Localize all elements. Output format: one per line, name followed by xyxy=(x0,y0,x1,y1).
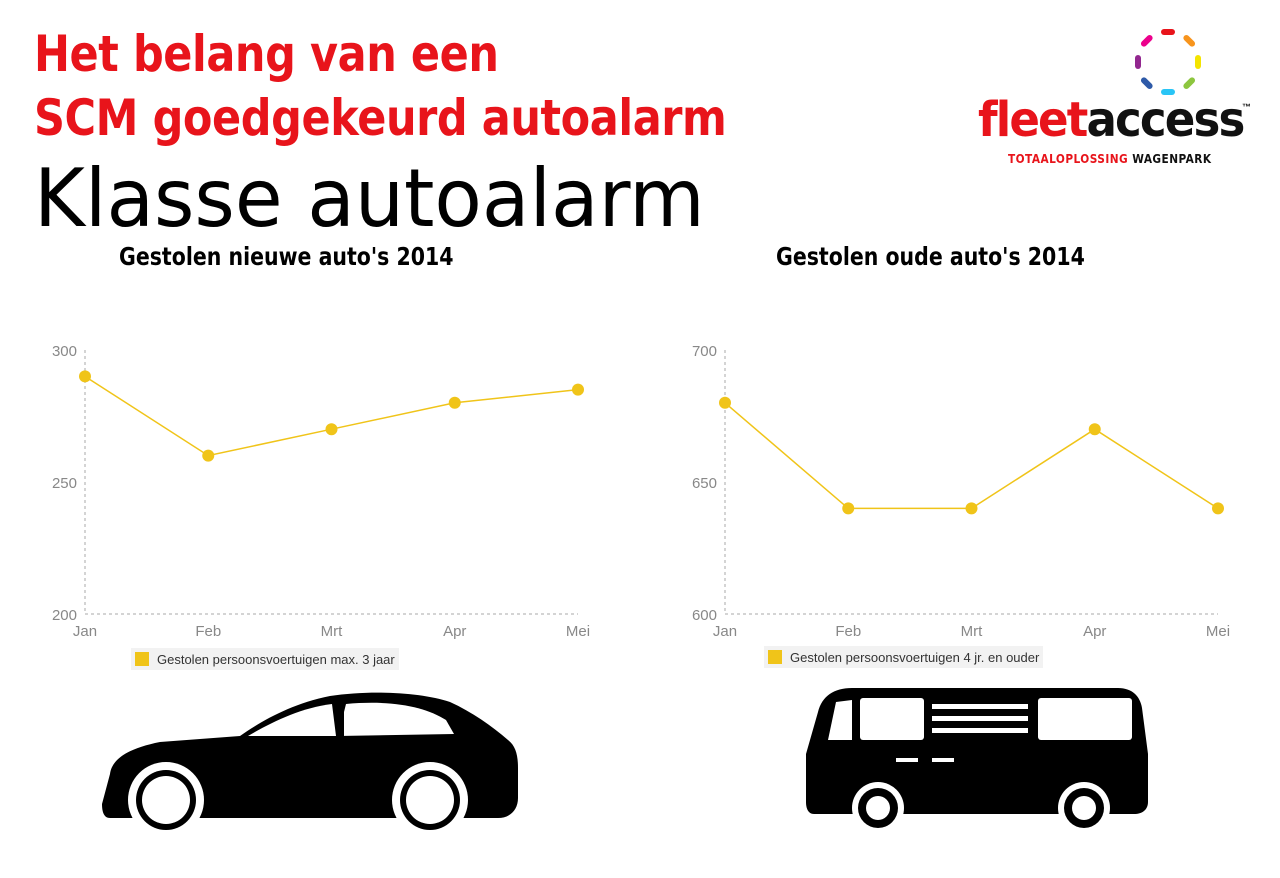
data-point xyxy=(1212,502,1224,515)
logo-ring-segment xyxy=(1195,55,1201,69)
data-point xyxy=(448,396,461,409)
logo-ring-segment xyxy=(1183,77,1196,90)
y-tick-label: 200 xyxy=(52,607,77,624)
x-tick-label: Jan xyxy=(713,623,737,640)
chart-title-new-cars: Gestolen nieuwe auto's 2014 xyxy=(119,242,454,271)
x-tick-label: Apr xyxy=(1083,623,1106,640)
legend-old-cars: Gestolen persoonsvoertuigen 4 jr. en oud… xyxy=(764,646,1044,668)
data-point xyxy=(965,502,978,515)
x-tick-label: Apr xyxy=(443,623,466,640)
data-point xyxy=(572,383,584,396)
van-icon xyxy=(806,688,1148,834)
legend-swatch xyxy=(768,650,782,664)
line-chart-old-cars: 600 650 700 Jan Feb Mrt Apr Mei xyxy=(692,343,1230,640)
x-tick-label: Mei xyxy=(566,623,590,640)
data-point xyxy=(325,423,338,436)
series-line xyxy=(84,375,579,457)
logo-wordmark: fleetaccess xyxy=(978,92,1245,148)
logo-tagline-part2: WAGENPARK xyxy=(1132,152,1212,166)
chart-title-old-cars: Gestolen oude auto's 2014 xyxy=(776,242,1085,271)
data-point xyxy=(1088,423,1101,436)
title-line-1: Het belang van een xyxy=(34,25,499,83)
logo-ring-segment xyxy=(1183,34,1196,47)
x-tick-label: Feb xyxy=(835,623,861,640)
line-chart-new-cars: 200 250 300 Jan Feb Mrt Apr Mei xyxy=(52,343,590,640)
legend-label: Gestolen persoonsvoertuigen 4 jr. en oud… xyxy=(790,649,1040,665)
x-tick-label: Mrt xyxy=(961,623,983,640)
series-line xyxy=(724,402,1219,510)
data-point xyxy=(842,502,855,515)
y-tick-label: 250 xyxy=(52,475,77,492)
y-tick-label: 650 xyxy=(692,475,717,492)
logo-tagline-part1: TOTAALOPLOSSING xyxy=(1008,152,1129,166)
title-line-2: SCM goedgekeurd autoalarm xyxy=(34,89,727,147)
logo-tagline: TOTAALOPLOSSING WAGENPARK xyxy=(1008,152,1211,166)
data-point xyxy=(719,396,731,409)
subtitle-klasse-autoalarm: Klasse autoalarm xyxy=(34,152,705,245)
x-tick-label: Mrt xyxy=(321,623,343,640)
logo-trademark: ™ xyxy=(1242,102,1251,112)
car-icon xyxy=(102,692,518,838)
logo-ring-segment xyxy=(1140,77,1153,90)
y-tick-label: 600 xyxy=(692,607,717,624)
legend-swatch xyxy=(135,652,149,666)
logo-ring-segment xyxy=(1161,29,1175,35)
logo-word-access: access xyxy=(1086,92,1245,148)
logo-ring-segment xyxy=(1161,89,1175,95)
y-tick-label: 300 xyxy=(52,343,77,360)
x-tick-label: Feb xyxy=(195,623,221,640)
legend-label: Gestolen persoonsvoertuigen max. 3 jaar xyxy=(157,651,395,667)
data-point xyxy=(79,370,91,383)
legend-new-cars: Gestolen persoonsvoertuigen max. 3 jaar xyxy=(131,648,399,670)
y-tick-label: 700 xyxy=(692,343,717,360)
x-tick-label: Mei xyxy=(1206,623,1230,640)
logo-ring-icon xyxy=(1135,29,1201,95)
logo-ring-segment xyxy=(1135,55,1141,69)
data-point xyxy=(202,449,215,462)
x-tick-label: Jan xyxy=(73,623,97,640)
logo-ring-segment xyxy=(1140,34,1153,47)
logo-word-fleet: fleet xyxy=(978,92,1088,148)
fleetaccess-logo: fleetaccess ™ TOTAALOPLOSSING WAGENPARK xyxy=(978,22,1251,172)
